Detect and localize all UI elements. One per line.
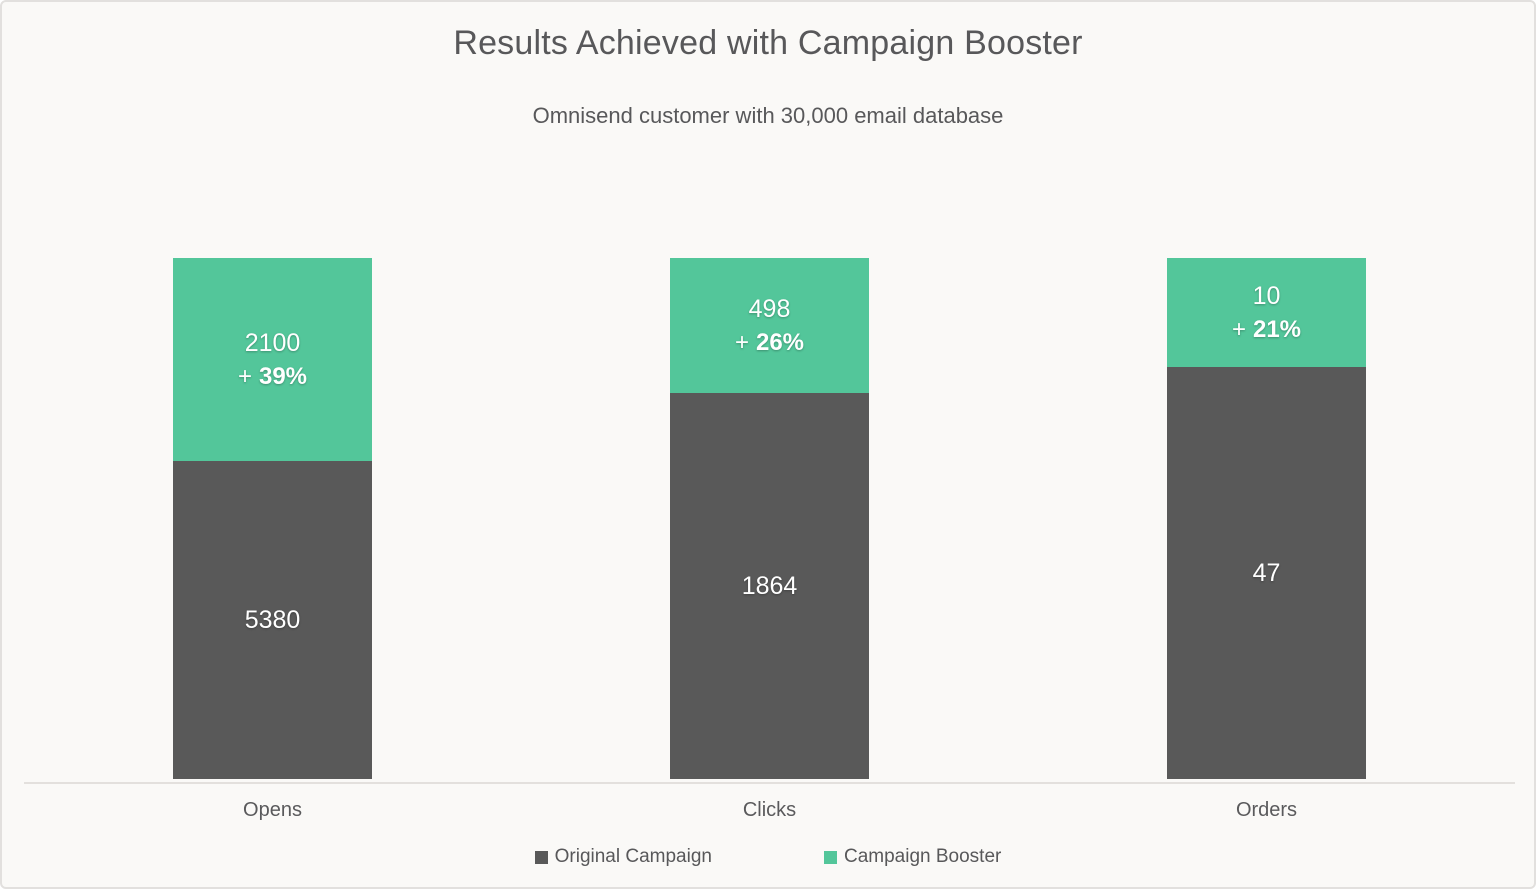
bar-segment-booster-orders[interactable]: 10 +21% (1167, 258, 1366, 367)
original-value-label-orders: 47 (1252, 558, 1281, 587)
booster-percent-label-opens: +39% (237, 362, 308, 390)
bar-clicks: 498 +26% 1864 (670, 258, 869, 779)
bar-segment-original-opens[interactable]: 5380 (173, 461, 372, 779)
bar-segment-original-clicks[interactable]: 1864 (670, 393, 869, 779)
bar-opens: 2100 +39% 5380 (173, 258, 372, 779)
legend-marker-original-campaign-icon (534, 850, 548, 864)
booster-value-label-opens: 2100 (244, 328, 301, 357)
bar-segment-original-orders[interactable]: 47 (1167, 367, 1366, 779)
original-value-label-opens: 5380 (244, 605, 301, 634)
category-label-opens: Opens (243, 799, 302, 821)
bar-segment-booster-clicks[interactable]: 498 +26% (670, 258, 869, 393)
legend-item-campaign-booster[interactable]: Campaign Booster (823, 846, 1002, 868)
legend: Original Campaign Campaign Booster (2, 846, 1534, 868)
category-label-orders: Orders (1235, 799, 1298, 821)
original-value-label-clicks: 1864 (741, 571, 798, 600)
category-label-clicks: Clicks (742, 799, 797, 821)
bar-orders: 10 +21% 47 (1167, 258, 1366, 779)
booster-value-label-orders: 10 (1252, 281, 1281, 310)
legend-item-original-campaign[interactable]: Original Campaign (534, 846, 712, 868)
chart-title: Results Achieved with Campaign Booster (453, 24, 1083, 62)
legend-label-campaign-booster: Campaign Booster (843, 846, 1002, 867)
chart-subtitle: Omnisend customer with 30,000 email data… (532, 103, 1004, 128)
legend-marker-campaign-booster-icon (823, 850, 837, 864)
booster-percent-label-orders: +21% (1231, 315, 1302, 343)
booster-value-label-clicks: 498 (748, 294, 791, 323)
legend-label-original-campaign: Original Campaign (554, 846, 712, 867)
x-axis-line (24, 782, 1515, 784)
bar-segment-booster-opens[interactable]: 2100 +39% (173, 258, 372, 461)
booster-percent-label-clicks: +26% (734, 328, 805, 356)
